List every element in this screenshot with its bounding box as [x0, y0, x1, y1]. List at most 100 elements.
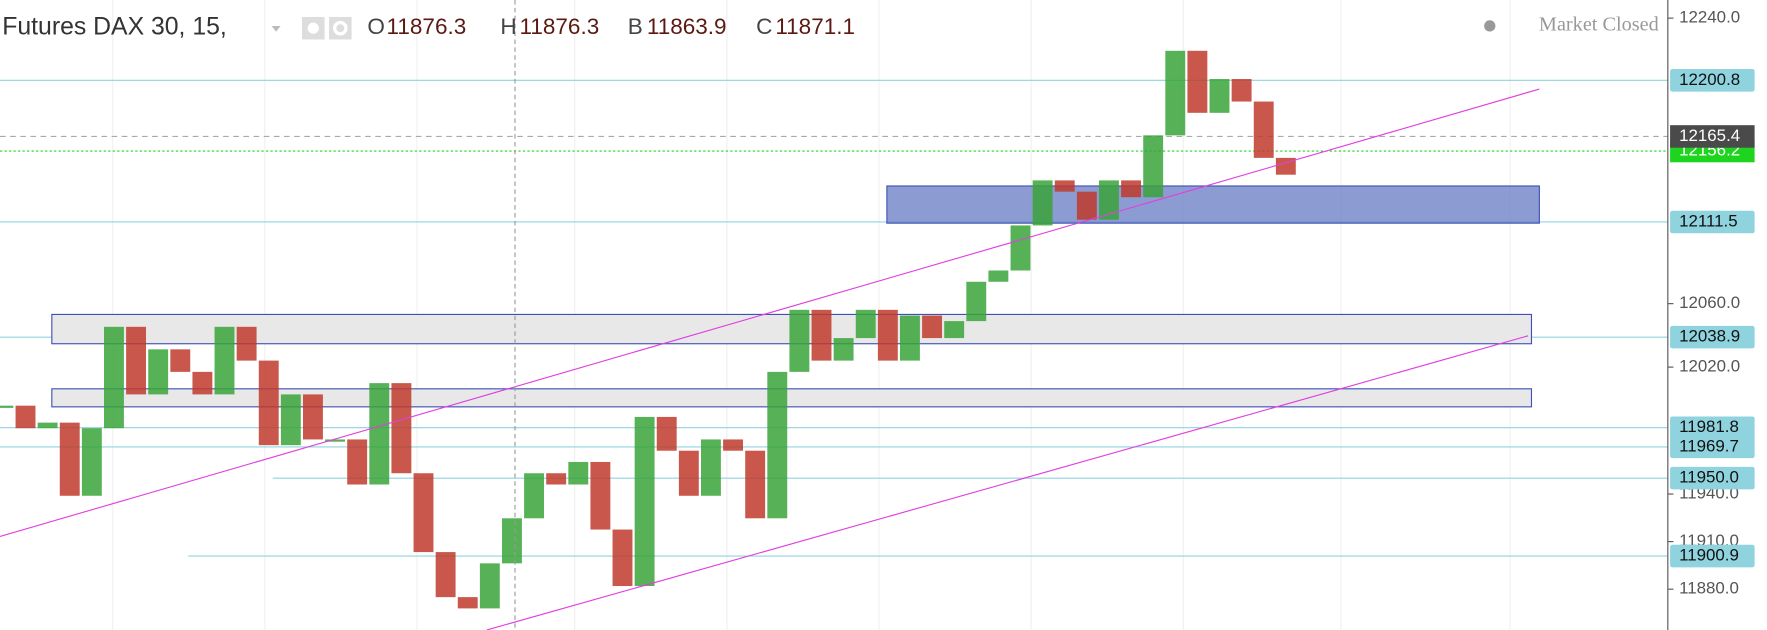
visibility-icon-eye	[307, 22, 319, 34]
price-bar	[855, 309, 876, 339]
price-bar	[568, 461, 589, 485]
price-bar	[104, 326, 124, 429]
price-bar	[811, 309, 832, 361]
price-bar	[524, 473, 545, 519]
price-bar	[502, 518, 522, 564]
level-label-box	[1670, 435, 1755, 459]
price-bar	[789, 309, 810, 372]
level-label-box	[1670, 325, 1755, 349]
price-bar	[457, 597, 478, 609]
ohlc-label: H	[500, 14, 516, 39]
price-bar	[899, 315, 920, 361]
price-bar	[148, 349, 169, 395]
zone	[886, 185, 1540, 224]
price-bar	[1209, 79, 1230, 113]
price-bar	[988, 270, 1009, 282]
trend-line	[486, 335, 1529, 630]
status-dot	[1484, 20, 1496, 32]
price-bar	[745, 450, 766, 519]
level-label-box	[1670, 544, 1755, 568]
price-bar	[479, 563, 500, 609]
ohlc-value: 11871.1	[775, 14, 855, 39]
ohlc-label: O	[367, 14, 385, 39]
price-bar	[413, 473, 434, 553]
price-bar	[126, 326, 147, 395]
price-bar	[1032, 180, 1053, 226]
price-bar	[0, 405, 14, 408]
price-bar	[236, 326, 257, 361]
price-bar	[81, 428, 102, 496]
settings-icon-gear	[333, 20, 348, 36]
zone	[51, 388, 1533, 408]
price-bar	[192, 371, 213, 395]
price-bar	[877, 309, 898, 361]
price-bar	[1121, 180, 1142, 198]
price-bar	[347, 439, 368, 485]
price-bar	[1187, 50, 1208, 113]
ohlc-value: 11863.9	[647, 14, 727, 39]
level-label: 12038.9	[1679, 327, 1740, 346]
price-bar	[612, 529, 633, 587]
price-bar	[303, 394, 323, 440]
price-bar	[590, 461, 611, 530]
price-bar	[258, 360, 279, 446]
ohlc-value: 11876.3	[520, 14, 600, 39]
price-bar	[767, 371, 788, 519]
price-bar	[15, 405, 36, 429]
price-axis	[1667, 0, 1767, 630]
ohlc-value: 11876.3	[387, 14, 467, 39]
price-bar	[170, 349, 191, 372]
price-bar	[1098, 180, 1119, 220]
price-bar	[1076, 191, 1097, 220]
level-label: 11969.7	[1679, 436, 1739, 455]
price-bar	[700, 439, 721, 496]
price-bar	[1231, 79, 1252, 102]
price-bar	[966, 281, 987, 322]
price-bar	[922, 315, 943, 339]
price-bar	[391, 383, 412, 474]
price-bar	[1165, 50, 1186, 136]
y-tick-label: 12020.0	[1679, 357, 1740, 376]
level-label: 12111.5	[1679, 211, 1738, 230]
chart-title: Futures DAX 30, 15,	[2, 14, 227, 41]
level-label-box	[1670, 416, 1755, 439]
ohlc-label: B	[628, 14, 643, 39]
price-bar	[723, 439, 744, 451]
price-bar	[1054, 180, 1075, 192]
level-label-box	[1670, 466, 1755, 490]
price-bar	[59, 422, 80, 496]
price-bar	[944, 321, 965, 339]
price-bar	[325, 439, 346, 442]
level-label: 11950.0	[1679, 468, 1739, 487]
price-bar	[435, 552, 456, 598]
last-price-line-label: 12165.4	[1679, 126, 1740, 145]
price-bar	[280, 394, 301, 446]
level-label: 11981.8	[1679, 417, 1739, 436]
price-bar	[369, 383, 390, 485]
level-label: 11900.9	[1679, 546, 1739, 565]
price-bar	[1143, 135, 1164, 198]
dropdown-icon[interactable]	[271, 25, 281, 32]
last-price-line-box	[1670, 125, 1755, 148]
market-status: Market Closed	[1539, 14, 1659, 36]
trend-line	[0, 88, 1540, 537]
price-bar	[37, 422, 58, 429]
level-label-box	[1670, 210, 1755, 234]
level-label: 12200.8	[1679, 70, 1740, 89]
y-tick-label: 12060.0	[1679, 293, 1740, 312]
y-tick-label: 11880.0	[1679, 579, 1739, 598]
y-tick-label: 12240.0	[1679, 8, 1740, 27]
price-bar	[546, 473, 567, 485]
price-bar	[1275, 157, 1296, 175]
settings-icon[interactable]	[329, 16, 352, 40]
price-bar	[1010, 225, 1031, 271]
price-bar	[833, 338, 854, 361]
level-label-box	[1670, 69, 1755, 92]
price-bar	[214, 326, 235, 395]
ohlc-label: C	[756, 14, 772, 39]
price-bar	[634, 416, 655, 587]
price-bar	[656, 416, 677, 451]
price-bar	[1253, 101, 1274, 158]
price-bar	[678, 450, 699, 496]
